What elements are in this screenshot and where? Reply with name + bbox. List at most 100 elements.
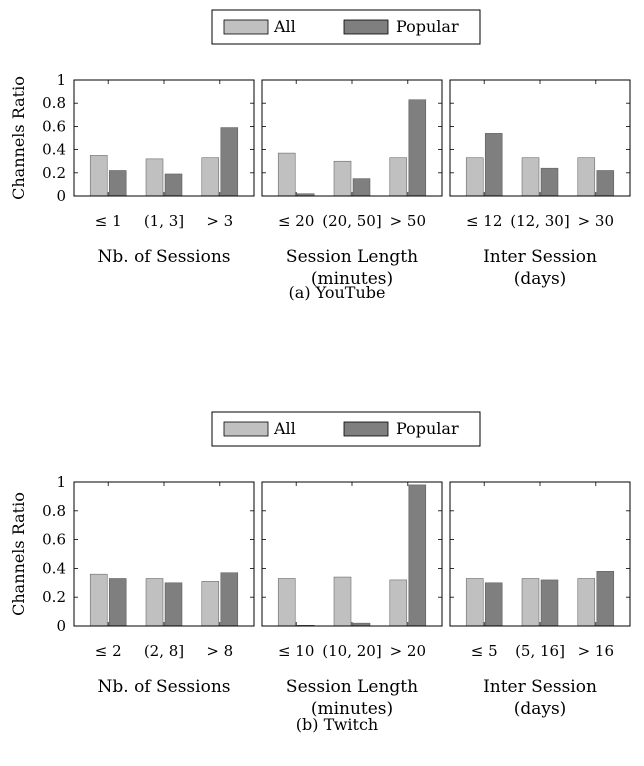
panel-x-label: Inter Session: [483, 247, 597, 267]
x-tick-label: ≤ 2: [95, 642, 122, 660]
bar-popular: [408, 99, 427, 197]
panel-x-label: (days): [514, 269, 567, 289]
panel-x-label: Session Length: [286, 677, 418, 697]
y-tick-label: 1: [56, 473, 66, 491]
x-tick-label: ≤ 10: [278, 642, 314, 660]
bar-all: [145, 578, 164, 627]
y-tick-label: 0: [56, 617, 66, 635]
y-tick-label: 0.2: [42, 164, 66, 182]
panel-x-label: Nb. of Sessions: [98, 247, 231, 267]
panel-x-label: (minutes): [311, 699, 393, 719]
x-tick-label: ≤ 20: [278, 212, 314, 230]
panel-x-label: (minutes): [311, 269, 393, 289]
y-axis-label: Channels Ratio: [9, 76, 28, 200]
bar-all: [465, 578, 484, 627]
bar-popular: [220, 572, 239, 627]
y-tick-label: 1: [56, 71, 66, 89]
x-tick-label: ≤ 1: [95, 212, 122, 230]
y-tick-label: 0.2: [42, 588, 66, 606]
bar-popular: [540, 579, 559, 627]
bar-all: [201, 581, 220, 627]
bar-popular: [108, 170, 127, 197]
bar-all: [521, 157, 540, 197]
bar-all: [277, 152, 296, 197]
panel-x-label: Nb. of Sessions: [98, 677, 231, 697]
y-axis-label: Channels Ratio: [9, 492, 28, 616]
bar-all: [201, 157, 220, 197]
legend: All Popular: [211, 9, 481, 45]
y-tick-label: 0.4: [42, 559, 66, 577]
x-tick-label: (2, 8]: [144, 642, 184, 660]
y-tick-label: 0.4: [42, 141, 66, 159]
x-tick-label: > 30: [578, 212, 614, 230]
bar-popular: [108, 578, 127, 627]
panel-0: ≤ 2 (2, 8] > 8 Nb. of Sessions: [73, 481, 255, 697]
bar-all: [389, 579, 408, 627]
y-tick-label: 0.6: [42, 117, 66, 135]
bar-all: [89, 573, 108, 627]
bar-popular: [484, 133, 503, 197]
bar-all: [89, 155, 108, 197]
panel-x-label: Inter Session: [483, 677, 597, 697]
bar-popular: [408, 484, 427, 627]
bar-all: [389, 157, 408, 197]
x-tick-label: > 20: [390, 642, 426, 660]
x-tick-label: ≤ 12: [466, 212, 502, 230]
legend-swatch-all: [223, 19, 269, 35]
chart-1: All Popular Channels Ratio 0 0.2 0.4 0.6 0.8 1 ≤ …: [9, 411, 631, 734]
bar-popular: [596, 571, 615, 627]
legend-label-popular: Popular: [396, 17, 459, 36]
bar-popular: [484, 582, 503, 627]
x-tick-label: (1, 3]: [144, 212, 184, 230]
panel-2: ≤ 5 (5, 16] > 16 Inter Session(days): [449, 481, 631, 719]
y-tick-label: 0.6: [42, 531, 66, 549]
legend-swatch-all: [223, 421, 269, 437]
y-tick-label: 0.8: [42, 94, 66, 112]
legend-label-all: All: [273, 419, 296, 438]
bar-all: [333, 576, 352, 627]
y-tick-label: 0.8: [42, 502, 66, 520]
legend-swatch-popular: [343, 19, 389, 35]
legend-swatch-popular: [343, 421, 389, 437]
chart-0: All Popular Channels Ratio 0 0.2 0.4 0.6 0.8 1 ≤ …: [9, 9, 631, 302]
bar-all: [577, 157, 596, 197]
x-tick-label: ≤ 5: [471, 642, 498, 660]
panel-x-label: Session Length: [286, 247, 418, 267]
bar-all: [465, 157, 484, 197]
panel-frame: [73, 79, 255, 197]
legend-label-popular: Popular: [396, 419, 459, 438]
panel-2: ≤ 12 (12, 30] > 30 Inter Session(days): [449, 79, 631, 289]
bar-all: [333, 160, 352, 197]
bar-popular: [596, 170, 615, 197]
bar-popular: [352, 178, 371, 197]
panel-frame: [261, 79, 443, 197]
panel-1: ≤ 10 (10, 20] > 20 Session Length(minutes): [261, 481, 443, 719]
figure-caption: (b) Twitch: [296, 715, 378, 734]
figure-caption: (a) YouTube: [289, 283, 386, 302]
x-tick-label: (20, 50]: [322, 212, 381, 230]
x-tick-label: (12, 30]: [510, 212, 569, 230]
x-tick-label: > 3: [206, 212, 233, 230]
bar-popular: [540, 167, 559, 197]
panel-frame: [449, 481, 631, 627]
bar-all: [277, 578, 296, 627]
x-tick-label: > 8: [206, 642, 233, 660]
bar-all: [521, 578, 540, 627]
x-tick-label: (5, 16]: [515, 642, 565, 660]
x-tick-label: > 50: [390, 212, 426, 230]
panel-0: ≤ 1 (1, 3] > 3 Nb. of Sessions: [73, 79, 255, 267]
x-tick-label: (10, 20]: [322, 642, 381, 660]
bar-all: [577, 578, 596, 627]
legend: All Popular: [211, 411, 481, 447]
panel-frame: [261, 481, 443, 627]
panel-x-label: (days): [514, 699, 567, 719]
panel-1: ≤ 20 (20, 50] > 50 Session Length(minutes): [261, 79, 443, 289]
bar-popular: [164, 173, 183, 197]
bar-all: [145, 158, 164, 197]
legend-label-all: All: [273, 17, 296, 36]
panel-frame: [449, 79, 631, 197]
bar-popular: [220, 127, 239, 197]
y-tick-label: 0: [56, 187, 66, 205]
panel-frame: [73, 481, 255, 627]
